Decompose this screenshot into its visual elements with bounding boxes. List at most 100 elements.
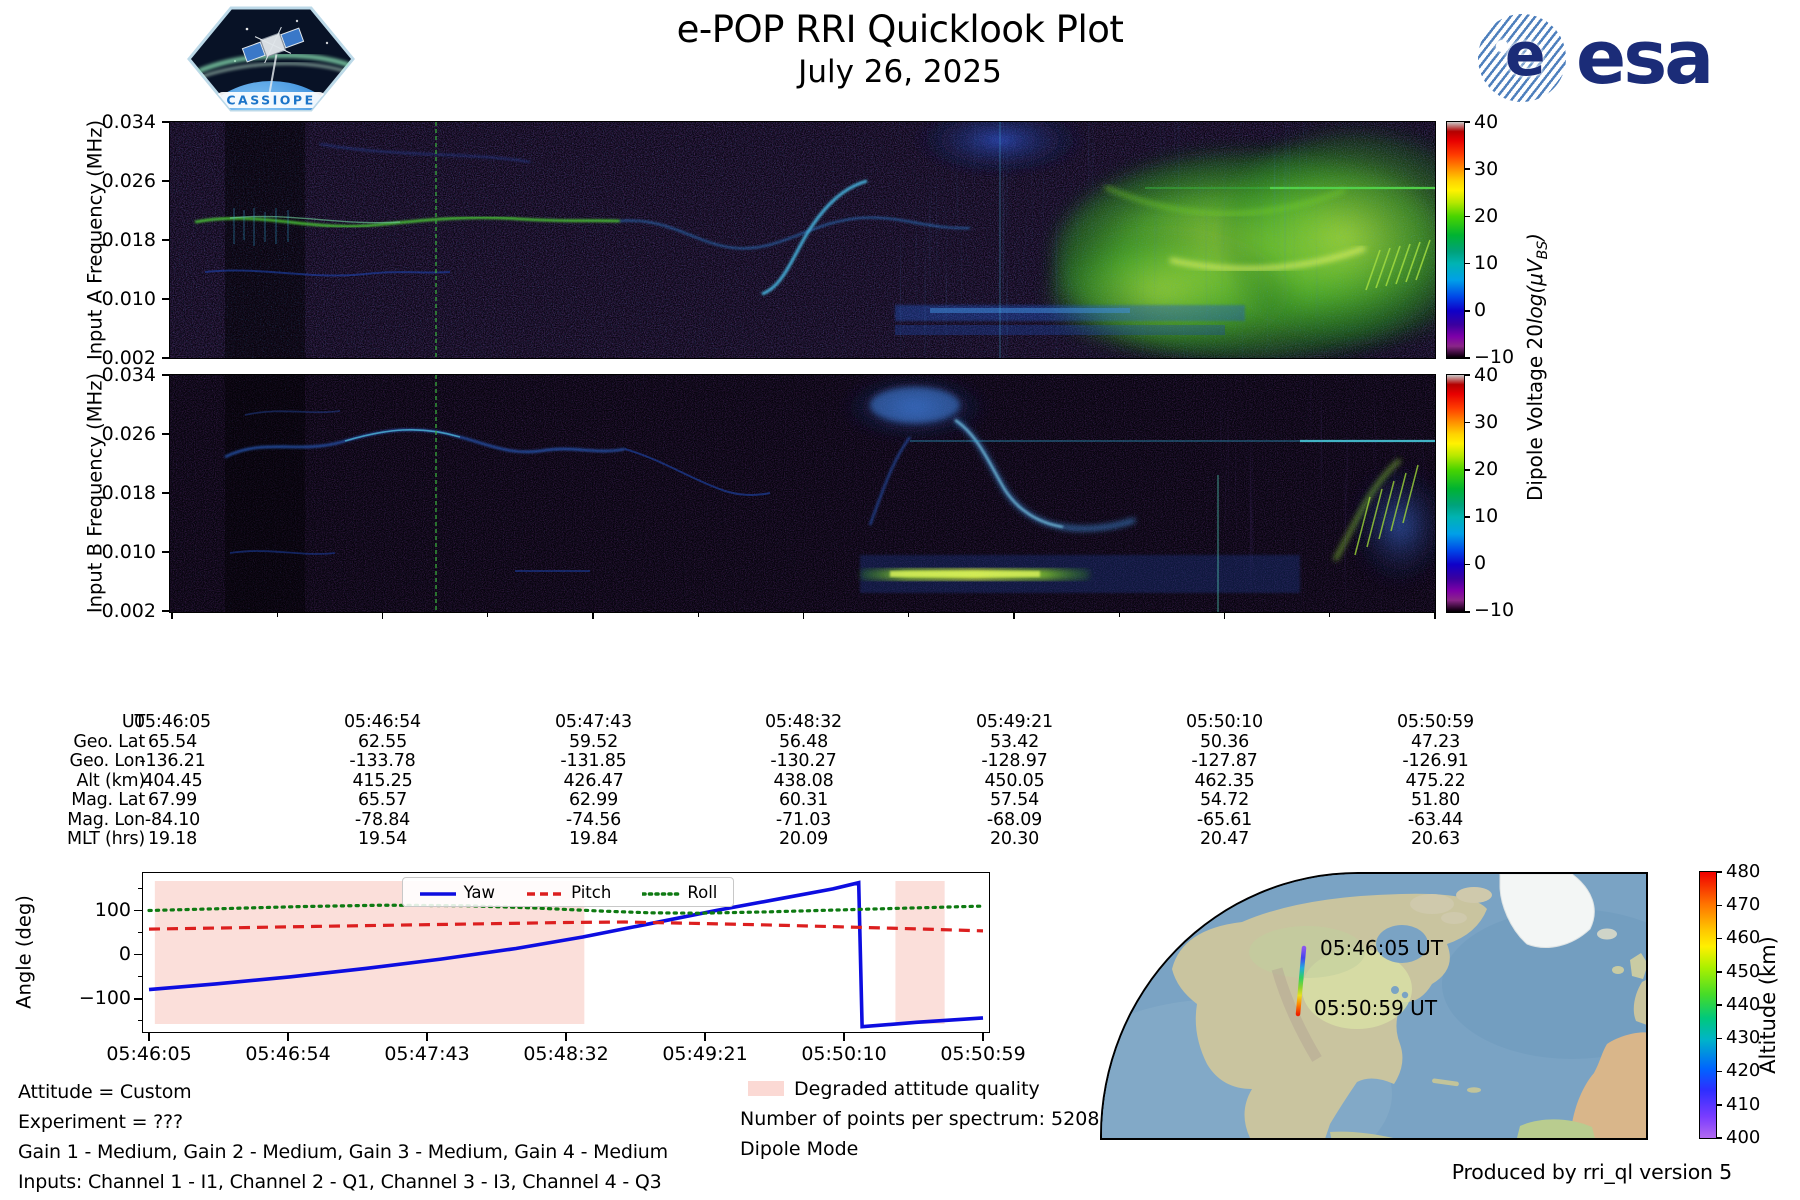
inputs-line: Inputs: Channel 1 - I1, Channel 2 - Q1, … <box>18 1171 662 1193</box>
cell: -74.56 <box>565 809 622 830</box>
alt-tick: 400 <box>1726 1127 1761 1148</box>
alt-tick: 460 <box>1726 927 1761 948</box>
ground-track-map: 05:46:05 UT 05:50:59 UT <box>1100 872 1648 1140</box>
esa-globe-dot <box>1495 40 1508 53</box>
row-label: Geo. Lon <box>69 751 146 771</box>
cbar-b-tick: 30 <box>1474 411 1499 433</box>
attitude-xtick: 05:46:54 <box>245 1043 331 1065</box>
cell: 60.31 <box>778 790 829 810</box>
cell: -68.09 <box>986 809 1043 830</box>
esa-globe-icon: e <box>1478 14 1566 102</box>
alt-tick: 440 <box>1726 994 1761 1015</box>
legend-label: Pitch <box>571 882 612 902</box>
attitude-xtick: 05:49:21 <box>662 1043 748 1065</box>
row-label: Alt (km) <box>76 770 146 791</box>
esa-globe-e: e <box>1504 20 1546 91</box>
freq-b-tick: 0.026 <box>101 423 156 445</box>
patch-satellite <box>241 26 305 98</box>
legend-item-pitch: Pitch <box>526 883 611 902</box>
cell: 19.84 <box>568 829 619 849</box>
attitude-ytick: −100 <box>78 987 131 1009</box>
cell: 62.55 <box>357 731 408 752</box>
cell: 51.80 <box>1410 790 1461 810</box>
freq-a-tick: 0.010 <box>101 288 156 310</box>
cell: -71.03 <box>775 809 832 830</box>
table-row: Geo. Lat 65.54 62.55 59.52 56.48 53.42 5… <box>0 731 1560 752</box>
pitch-line <box>148 920 984 933</box>
freq-a-tick: 0.026 <box>101 170 156 192</box>
cell: -126.91 <box>1402 751 1469 771</box>
cell: 59.52 <box>568 731 619 752</box>
alt-tick: 410 <box>1726 1094 1761 1115</box>
produced-by-label: Produced by rri_ql version 5 <box>1451 1160 1733 1184</box>
cell: 426.47 <box>563 770 624 791</box>
cbar-a-tick: 20 <box>1474 205 1499 227</box>
row-label: UT <box>121 712 145 732</box>
dipole-mode-label: Dipole Mode <box>740 1138 859 1160</box>
cell: 404.45 <box>142 770 203 791</box>
cell: 53.42 <box>989 731 1040 752</box>
cbar-b-tick: 0 <box>1474 552 1487 574</box>
alt-tick: 420 <box>1726 1060 1761 1081</box>
esa-wordmark: esa <box>1576 15 1714 101</box>
freq-a-tick: 0.018 <box>101 229 156 251</box>
table-row: Geo. Lon -136.21 -133.78 -131.85 -130.27… <box>0 752 1560 771</box>
cell: 57.54 <box>989 790 1040 810</box>
cell: 05:46:54 <box>344 712 421 732</box>
experiment-line: Experiment = ??? <box>18 1111 183 1133</box>
cell: 462.35 <box>1194 770 1255 791</box>
freq-b-tick: 0.018 <box>101 482 156 504</box>
cell: 19.18 <box>147 829 198 849</box>
attitude-source-line: Attitude = Custom <box>18 1081 192 1103</box>
table-row: Mag. Lon -84.10 -78.84 -74.56 -71.03 -68… <box>0 809 1560 830</box>
attitude-xtick: 05:50:10 <box>801 1043 887 1065</box>
pitch-line-sample <box>526 883 564 902</box>
attitude-xtick: 05:46:05 <box>106 1043 192 1065</box>
cbar-label-prefix: Dipole Voltage 20 <box>1523 324 1547 501</box>
cell: -65.61 <box>1196 809 1253 830</box>
patch-cassiope-label: CASSIOPE <box>226 93 315 108</box>
attitude-ytick: 100 <box>94 899 131 921</box>
cell: 05:49:21 <box>976 712 1053 732</box>
freq-b-tick: 0.034 <box>101 364 156 386</box>
cell: 19.54 <box>357 829 408 849</box>
dipole-colorbar-a <box>1446 121 1465 359</box>
attitude-ylabel: Angle (deg) <box>12 895 36 1009</box>
legend-item-yaw: Yaw <box>419 883 495 902</box>
cell: -78.84 <box>354 809 411 830</box>
legend-label: Yaw <box>463 882 495 902</box>
cbar-a-tick: −10 <box>1474 346 1515 368</box>
cell: -131.85 <box>560 751 627 771</box>
freq-b-tick: 0.010 <box>101 541 156 563</box>
cell: 438.08 <box>773 770 834 791</box>
degraded-quality-label: Degraded attitude quality <box>794 1078 1040 1100</box>
attitude-xtick: 05:47:43 <box>384 1043 470 1065</box>
cell: 47.23 <box>1410 731 1461 752</box>
spectrogram-a <box>169 121 1436 359</box>
cell: -127.87 <box>1191 751 1258 771</box>
track-end-label: 05:50:59 UT <box>1314 996 1438 1020</box>
alt-tick: 430 <box>1726 1027 1761 1048</box>
legend-item-roll: Roll <box>641 883 717 902</box>
attitude-xtick: 05:48:32 <box>523 1043 609 1065</box>
attitude-legend: Yaw Pitch Roll <box>402 877 734 907</box>
table-row: MLT (hrs) 19.18 19.54 19.84 20.09 20.30 … <box>0 830 1560 849</box>
cbar-a-tick: 30 <box>1474 158 1499 180</box>
row-label: Mag. Lon <box>67 809 145 830</box>
cell: 05:50:10 <box>1186 712 1263 732</box>
cbar-a-tick: 40 <box>1474 111 1499 133</box>
yaw-line <box>148 880 984 1029</box>
esa-logo: e esa <box>1478 14 1714 102</box>
cbar-b-tick: 40 <box>1474 364 1499 386</box>
spectrogram-a-image <box>170 122 1435 358</box>
cell: 05:48:32 <box>765 712 842 732</box>
cell: -128.97 <box>981 751 1048 771</box>
cell: 05:50:59 <box>1397 712 1474 732</box>
cell: 65.54 <box>147 731 198 752</box>
cell: 20.09 <box>778 829 829 849</box>
cell: 05:47:43 <box>555 712 632 732</box>
points-per-spectrum-label: Number of points per spectrum: 5208 <box>740 1108 1100 1130</box>
cell: -63.44 <box>1407 809 1464 830</box>
cell: 54.72 <box>1199 790 1250 810</box>
